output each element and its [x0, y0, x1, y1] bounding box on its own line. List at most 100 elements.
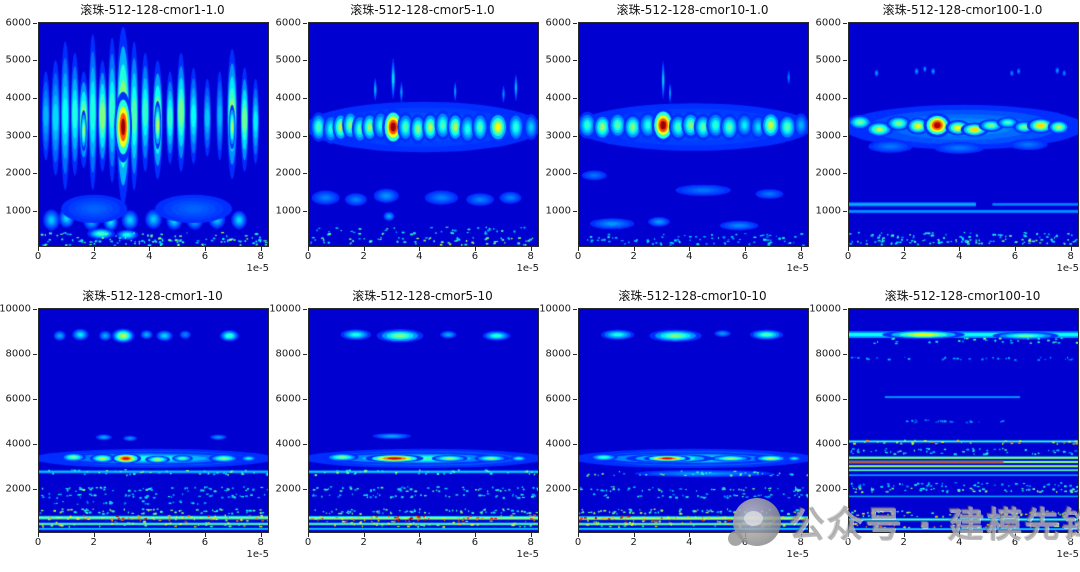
x-tick-label: 6	[201, 537, 209, 548]
x-tick-mark	[363, 533, 365, 537]
plot-title: 滚珠-512-128-cmor1-10	[82, 289, 223, 303]
x-tick-mark	[578, 247, 579, 251]
x-tick-label: 0	[574, 537, 582, 548]
x-axis-offset-label: 1e-5	[246, 263, 270, 274]
x-tick-mark	[93, 247, 95, 251]
x-tick-label: 8	[527, 251, 534, 262]
y-tick-label: 6000	[275, 17, 301, 29]
y-tick-label: 4000	[815, 92, 841, 104]
x-tick-label: 0	[304, 251, 312, 262]
x-tick-mark	[1070, 247, 1072, 251]
subplot-cmor1-10: 滚珠-512-128-cmor1-10 2000 4000 6000 8000 1000…	[0, 286, 270, 572]
y-tick-label: 2000	[275, 167, 301, 179]
x-tick-label: 6	[741, 251, 749, 262]
x-tick-label: 8	[527, 537, 534, 548]
y-tick-mark	[843, 489, 847, 490]
x-tick-label: 0	[844, 251, 852, 262]
y-tick-mark	[573, 309, 577, 310]
plot-area	[848, 22, 1079, 247]
x-tick-mark	[1014, 533, 1016, 537]
plot-area	[38, 22, 269, 247]
x-tick-mark	[204, 247, 206, 251]
y-tick-label: 10000	[539, 303, 571, 315]
x-tick-mark	[308, 533, 309, 537]
x-tick-label: 0	[574, 251, 582, 262]
x-tick-mark	[204, 533, 206, 537]
x-tick-label: 6	[741, 537, 749, 548]
y-tick-mark	[573, 172, 577, 174]
y-tick-mark	[573, 210, 577, 212]
x-tick-label: 2	[360, 537, 367, 548]
x-tick-label: 6	[471, 251, 479, 262]
x-tick-label: 6	[1011, 537, 1019, 548]
y-axis: 2000 4000 6000 8000 10000	[809, 304, 848, 533]
x-tick-label: 2	[900, 251, 907, 262]
x-tick-mark	[959, 533, 961, 537]
x-tick-label: 4	[686, 251, 693, 262]
y-tick-label: 10000	[0, 303, 31, 315]
y-tick-label: 6000	[275, 393, 301, 405]
x-tick-mark	[530, 247, 532, 251]
y-tick-mark	[33, 135, 37, 137]
x-tick-mark	[633, 247, 635, 251]
plot-area	[38, 308, 269, 533]
x-tick-mark	[38, 533, 39, 537]
x-tick-mark	[260, 533, 262, 537]
y-tick-mark	[573, 97, 577, 99]
y-tick-mark	[303, 97, 307, 99]
y-tick-mark	[843, 444, 847, 445]
y-tick-label: 3000	[5, 130, 31, 141]
scalogram-canvas	[39, 23, 268, 246]
y-tick-label: 10000	[809, 303, 841, 315]
y-tick-label: 2000	[5, 167, 31, 179]
y-tick-label: 6000	[545, 393, 571, 405]
x-tick-label: 4	[686, 537, 693, 548]
x-tick-mark	[1014, 247, 1016, 251]
y-tick-mark	[843, 23, 847, 24]
y-axis: 1000 2000 3000 4000 5000 6000	[270, 18, 308, 247]
x-tick-label: 8	[1067, 251, 1074, 262]
y-tick-label: 3000	[275, 130, 301, 141]
y-axis: 1000 2000 3000 4000 5000 6000	[540, 18, 578, 247]
y-tick-mark	[303, 172, 307, 174]
y-tick-label: 2000	[5, 483, 31, 495]
y-tick-label: 6000	[815, 17, 841, 29]
y-axis: 1000 2000 3000 4000 5000 6000	[810, 18, 848, 247]
y-tick-label: 10000	[269, 303, 301, 315]
y-tick-label: 8000	[545, 348, 571, 360]
y-tick-mark	[573, 23, 577, 24]
y-tick-mark	[843, 135, 847, 137]
x-tick-label: 2	[900, 537, 907, 548]
x-tick-mark	[149, 533, 151, 537]
y-tick-label: 1000	[5, 205, 31, 216]
y-tick-label: 2000	[275, 483, 301, 495]
x-tick-mark	[848, 533, 849, 537]
plot-title: 滚珠-512-128-cmor10-1.0	[616, 3, 769, 17]
x-tick-mark	[260, 247, 262, 251]
x-tick-label: 8	[797, 537, 804, 548]
x-tick-label: 6	[1011, 251, 1019, 262]
y-tick-label: 4000	[545, 92, 571, 104]
y-tick-mark	[303, 399, 307, 400]
subplot-cmor5-1.0: 滚珠-512-128-cmor5-1.0 1000 2000 3000 4000 500…	[270, 0, 540, 286]
y-tick-mark	[303, 135, 307, 137]
x-tick-mark	[800, 247, 802, 251]
x-axis: 0 2 4 6 8	[304, 247, 539, 265]
x-axis-offset-label: 1e-5	[246, 549, 270, 560]
x-axis: 0 2 4 6 8	[305, 533, 539, 551]
y-tick-label: 4000	[275, 92, 301, 104]
y-tick-mark	[33, 309, 37, 310]
x-tick-mark	[578, 533, 579, 537]
x-tick-label: 8	[257, 251, 264, 262]
y-tick-mark	[33, 97, 37, 99]
x-tick-mark	[959, 247, 961, 251]
y-axis: 2000 4000 6000 8000 10000	[269, 304, 308, 533]
x-tick-label: 4	[146, 251, 153, 262]
plot-title: 滚珠-512-128-cmor5-1.0	[350, 3, 495, 17]
y-tick-label: 4000	[5, 92, 31, 104]
y-tick-mark	[843, 172, 847, 174]
x-tick-label: 8	[797, 251, 804, 262]
x-tick-mark	[689, 533, 691, 537]
x-axis: 0 2 4 6 8	[35, 533, 269, 551]
x-axis-offset-label: 1e-5	[516, 263, 540, 274]
